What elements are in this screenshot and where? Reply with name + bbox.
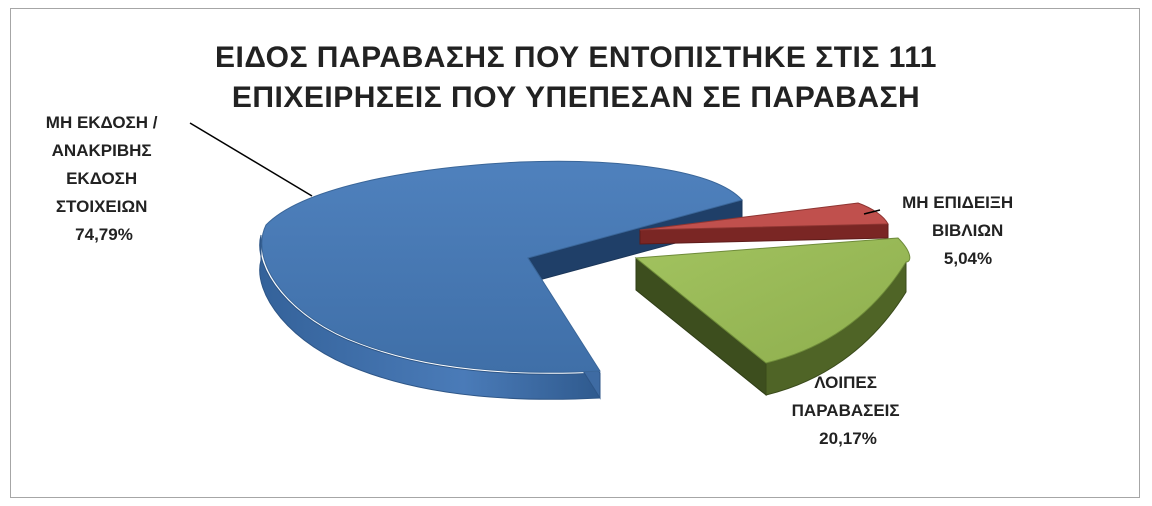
leader-line-blue — [189, 122, 313, 197]
label-blue-line-3: ΕΚΔΟΣΗ — [66, 169, 137, 188]
label-red-line-2: ΒΙΒΛΙΩΝ — [932, 221, 1003, 240]
label-blue-value: 74,79% — [75, 225, 133, 244]
slice-green-top — [634, 237, 911, 364]
label-blue: ΜΗ ΕΚΔΟΣΗ / ΑΝΑΚΡΙΒΗΣ ΕΚΔΟΣΗ ΣΤΟΙΧΕΙΩΝ 7… — [46, 113, 162, 244]
slice-red — [639, 202, 889, 245]
label-green-value: 20,17% — [819, 429, 877, 448]
label-red-line-1: ΜΗ ΕΠΙΔΕΙΞΗ — [902, 193, 1013, 212]
label-red: ΜΗ ΕΠΙΔΕΙΞΗ ΒΙΒΛΙΩΝ 5,04% — [902, 193, 1018, 268]
label-green: ΛΟΙΠΕΣ ΠΑΡΑΒΑΣΕΙΣ 20,17% — [792, 373, 905, 448]
label-green-line-1: ΛΟΙΠΕΣ — [814, 373, 877, 392]
chart-title-line-1: ΕΙΔΟΣ ΠΑΡΑΒΑΣΗΣ ΠΟΥ ΕΝΤΟΠΙΣΤΗΚΕ ΣΤΙΣ 111 — [215, 41, 937, 74]
slice-red-top — [639, 202, 889, 231]
slice-blue — [259, 160, 743, 400]
slice-green — [634, 237, 911, 397]
label-blue-line-2: ΑΝΑΚΡΙΒΗΣ — [52, 141, 152, 160]
chart-title-line-2: ΕΠΙΧΕΙΡΗΣΕΙΣ ΠΟΥ ΥΠΕΠΕΣΑΝ ΣΕ ΠΑΡΑΒΑΣΗ — [231, 81, 921, 114]
slice-blue-top — [261, 160, 743, 373]
label-red-value: 5,04% — [944, 249, 992, 268]
label-blue-line-1: ΜΗ ΕΚΔΟΣΗ / — [46, 113, 158, 132]
chart-title: ΕΙΔΟΣ ΠΑΡΑΒΑΣΗΣ ΠΟΥ ΕΝΤΟΠΙΣΤΗΚΕ ΣΤΙΣ 111… — [0, 38, 1152, 118]
label-green-line-2: ΠΑΡΑΒΑΣΕΙΣ — [792, 401, 900, 420]
label-blue-line-4: ΣΤΟΙΧΕΙΩΝ — [56, 197, 148, 216]
leader-line-red — [863, 209, 881, 215]
